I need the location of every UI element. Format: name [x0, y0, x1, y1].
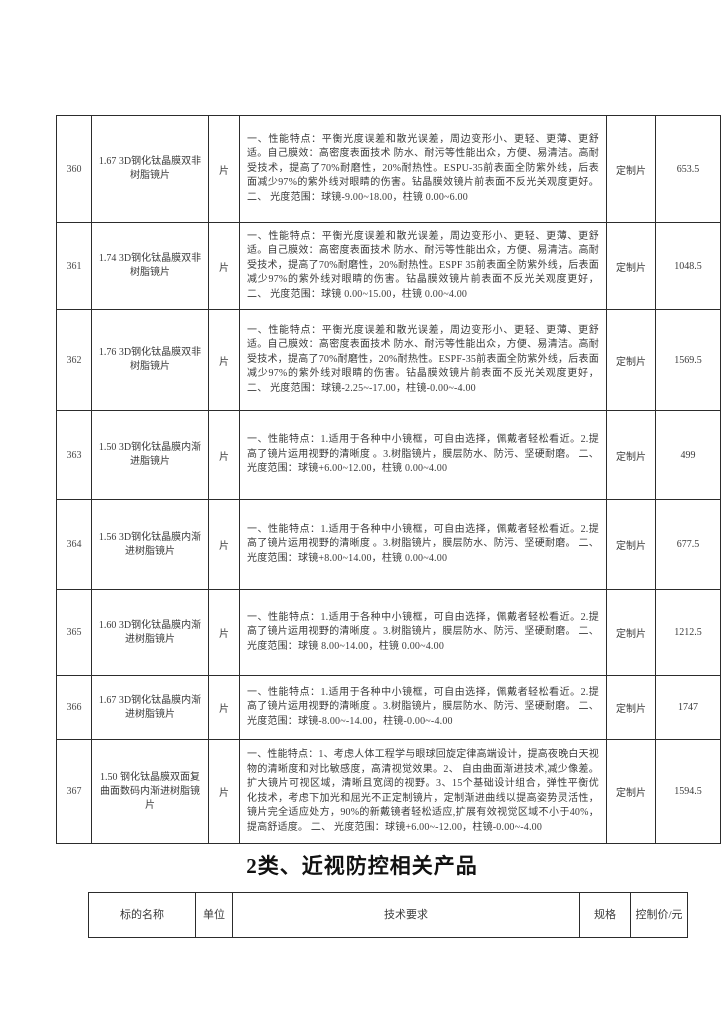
product-name-cell: 1.50 钢化钛晶膜双面复曲面数码内渐进树脂镜片 [91, 739, 209, 844]
product-name-cell: 1.60 3D钢化钛晶膜内渐进树脂镜片 [91, 589, 209, 676]
control-price-cell: 499 [655, 410, 721, 500]
spec-cell: 定制片 [606, 309, 656, 411]
tech-requirements-cell: 一、性能特点：1、考虑人体工程学与眼球回旋定律高端设计，提高夜晚白天视物的清晰度… [239, 739, 607, 844]
unit-cell: 片 [208, 739, 240, 844]
tech-requirements-cell: 一、性能特点：1.适用于各种中小镜框，可自由选择，佩戴者轻松看近。2.提高了镜片… [239, 589, 607, 676]
unit-cell: 片 [208, 675, 240, 740]
product-name-cell: 1.50 3D钢化钛晶膜内渐进脂镜片 [91, 410, 209, 500]
table-row: 364 1.56 3D钢化钛晶膜内渐进树脂镜片 片 一、性能特点：1.适用于各种… [56, 499, 721, 590]
tech-requirements-cell: 一、性能特点：1.适用于各种中小镜框，可自由选择，佩戴者轻松看近。2.提高了镜片… [239, 675, 607, 740]
product-name-cell: 1.67 3D钢化钛晶膜内渐进树脂镜片 [91, 675, 209, 740]
control-price-cell: 1212.5 [655, 589, 721, 676]
spec-cell: 定制片 [606, 115, 656, 223]
header-tech-requirements: 技术要求 [232, 892, 580, 938]
table-row: 363 1.50 3D钢化钛晶膜内渐进脂镜片 片 一、性能特点：1.适用于各种中… [56, 410, 721, 500]
row-number-cell: 361 [56, 222, 92, 310]
row-number-cell: 363 [56, 410, 92, 500]
unit-cell: 片 [208, 410, 240, 500]
product-name-cell: 1.56 3D钢化钛晶膜内渐进树脂镜片 [91, 499, 209, 590]
spec-cell: 定制片 [606, 222, 656, 310]
tech-requirements-cell: 一、性能特点：平衡光度误差和散光误差，周边变形小、更轻、更薄、更舒适。自己膜效：… [239, 309, 607, 411]
header-control-price: 控制价/元 [630, 892, 688, 938]
category2-header-body: 标的名称 单位 技术要求 规格 控制价/元 [88, 892, 688, 938]
control-price-cell: 1569.5 [655, 309, 721, 411]
section-heading: 2类、近视防控相关产品 [246, 854, 478, 878]
control-price-cell: 677.5 [655, 499, 721, 590]
table-row: 362 1.76 3D钢化钛晶膜双非树脂镜片 片 一、性能特点：平衡光度误差和散… [56, 309, 721, 411]
unit-cell: 片 [208, 309, 240, 411]
unit-cell: 片 [208, 222, 240, 310]
table-row: 361 1.74 3D钢化钛晶膜双非树脂镜片 片 一、性能特点：平衡光度误差和散… [56, 222, 721, 310]
unit-cell: 片 [208, 589, 240, 676]
row-number-cell: 367 [56, 739, 92, 844]
unit-cell: 片 [208, 499, 240, 590]
tech-requirements-cell: 一、性能特点：1.适用于各种中小镜框，可自由选择，佩戴者轻松看近。2.提高了镜片… [239, 499, 607, 590]
product-table-body: 360 1.67 3D钢化钛晶膜双非树脂镜片 片 一、性能特点：平衡光度误差和散… [56, 115, 721, 844]
product-table: 360 1.67 3D钢化钛晶膜双非树脂镜片 片 一、性能特点：平衡光度误差和散… [56, 115, 721, 844]
tech-requirements-cell: 一、性能特点：1.适用于各种中小镜框，可自由选择，佩戴者轻松看近。2.提高了镜片… [239, 410, 607, 500]
control-price-cell: 653.5 [655, 115, 721, 223]
spec-cell: 定制片 [606, 589, 656, 676]
control-price-cell: 1594.5 [655, 739, 721, 844]
header-row: 标的名称 单位 技术要求 规格 控制价/元 [88, 892, 688, 938]
table-row: 365 1.60 3D钢化钛晶膜内渐进树脂镜片 片 一、性能特点：1.适用于各种… [56, 589, 721, 676]
table-row: 367 1.50 钢化钛晶膜双面复曲面数码内渐进树脂镜片 片 一、性能特点：1、… [56, 739, 721, 844]
table-row: 366 1.67 3D钢化钛晶膜内渐进树脂镜片 片 一、性能特点：1.适用于各种… [56, 675, 721, 740]
row-number-cell: 364 [56, 499, 92, 590]
row-number-cell: 360 [56, 115, 92, 223]
product-name-cell: 1.67 3D钢化钛晶膜双非树脂镜片 [91, 115, 209, 223]
header-subject-name: 标的名称 [88, 892, 196, 938]
header-unit: 单位 [195, 892, 233, 938]
control-price-cell: 1048.5 [655, 222, 721, 310]
tech-requirements-cell: 一、性能特点：平衡光度误差和散光误差，周边变形小、更轻、更薄、更舒适。自己膜效：… [239, 222, 607, 310]
table-row: 360 1.67 3D钢化钛晶膜双非树脂镜片 片 一、性能特点：平衡光度误差和散… [56, 115, 721, 223]
product-name-cell: 1.76 3D钢化钛晶膜双非树脂镜片 [91, 309, 209, 411]
spec-cell: 定制片 [606, 739, 656, 844]
spec-cell: 定制片 [606, 499, 656, 590]
spec-cell: 定制片 [606, 410, 656, 500]
header-spec: 规格 [579, 892, 631, 938]
row-number-cell: 362 [56, 309, 92, 411]
product-name-cell: 1.74 3D钢化钛晶膜双非树脂镜片 [91, 222, 209, 310]
category2-header-table: 标的名称 单位 技术要求 规格 控制价/元 [88, 892, 688, 938]
row-number-cell: 366 [56, 675, 92, 740]
control-price-cell: 1747 [655, 675, 721, 740]
unit-cell: 片 [208, 115, 240, 223]
row-number-cell: 365 [56, 589, 92, 676]
spec-cell: 定制片 [606, 675, 656, 740]
tech-requirements-cell: 一、性能特点：平衡光度误差和散光误差，周边变形小、更轻、更薄、更舒适。自己膜效：… [239, 115, 607, 223]
